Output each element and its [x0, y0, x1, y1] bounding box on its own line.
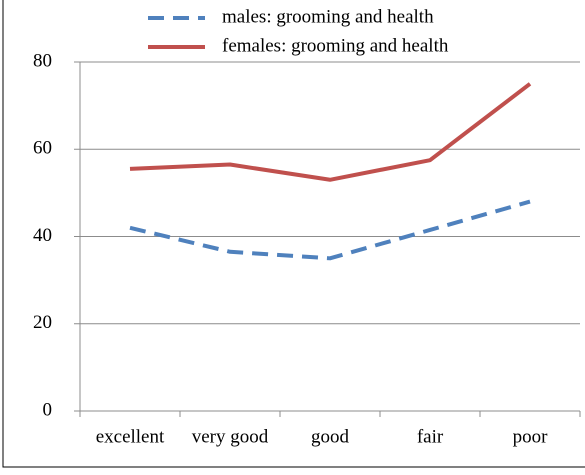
series-line: [129, 199, 531, 261]
legend-label: males: grooming and health: [222, 6, 434, 27]
x-tick-label: excellent: [96, 426, 165, 447]
y-tick-label: 40: [33, 225, 52, 246]
x-tick-label: poor: [513, 426, 549, 447]
series-line: [129, 82, 532, 182]
y-tick-label: 80: [33, 50, 52, 71]
y-tick-label: 20: [33, 312, 52, 333]
x-tick-label: very good: [192, 426, 269, 447]
legend-label: females: grooming and health: [222, 35, 449, 56]
y-tick-label: 0: [43, 399, 53, 420]
x-tick-label: good: [311, 426, 350, 447]
y-tick-label: 60: [33, 138, 52, 159]
x-tick-label: fair: [417, 426, 444, 447]
